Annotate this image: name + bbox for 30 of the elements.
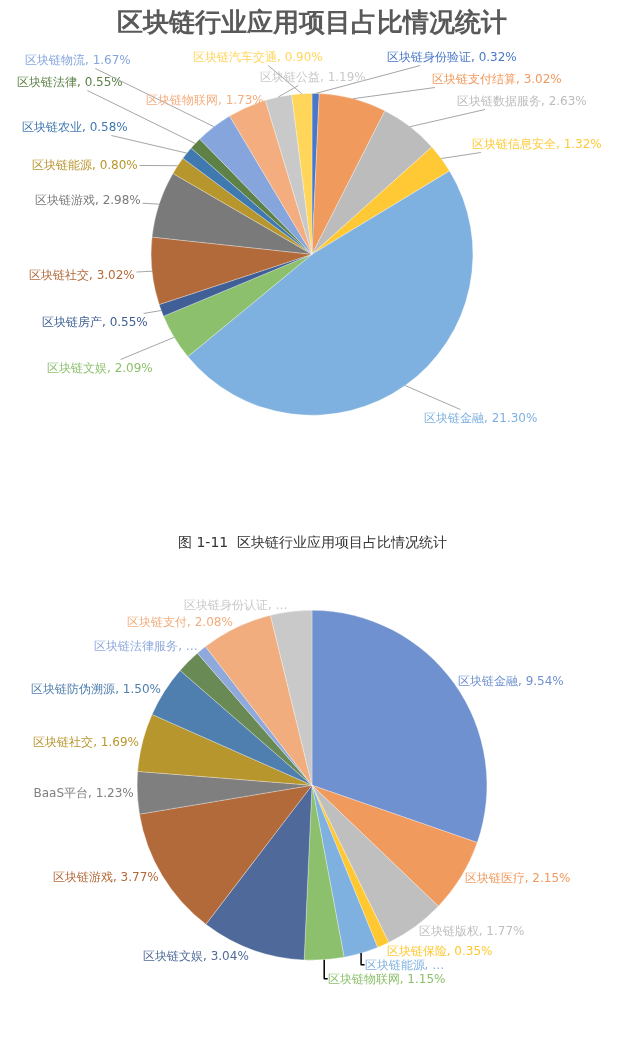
caption: 图 1-11 区块链行业应用项目占比情况统计 (178, 534, 448, 550)
slice-label: 区块链医疗, 2.15% (464, 871, 571, 886)
slice-label: 区块链游戏, 2.98% (35, 193, 141, 207)
slice-label: 区块链能源, … (364, 957, 445, 972)
slice-label: 区块链汽车交通, 0.90% (193, 50, 323, 64)
slice-label: 区块链数据服务, 2.63% (457, 94, 587, 108)
slice-label: 区块链文娱, 2.09% (47, 361, 153, 375)
slice-label: 区块链农业, 0.58% (22, 120, 128, 134)
slice-label: 区块链物流, 1.67% (25, 53, 131, 67)
slice-label: 区块链金融, 21.30% (424, 411, 538, 425)
slice-label: 区块链防伪溯源, 1.50% (31, 682, 161, 697)
slice-label: 区块链保险, 0.35% (386, 943, 493, 958)
slice-label: 区块链能源, 0.80% (32, 158, 138, 172)
slice-label: 区块链法律服务, … (94, 638, 198, 653)
slice-label: 区块链版权, 1.77% (418, 924, 525, 939)
slice-label: 区块链社交, 3.02% (29, 268, 135, 282)
chart-title: 区块链行业应用项目占比情况统计 (117, 7, 507, 37)
slice-label: 区块链游戏, 3.77% (52, 870, 159, 885)
slice-label: 区块链支付结算, 3.02% (432, 72, 562, 86)
slice-label: 区块链物联网, 1.73% (146, 93, 264, 107)
slice-label: 区块链金融, 9.54% (458, 674, 564, 689)
slice-label: 区块链物联网, 1.15% (327, 971, 446, 986)
slice-label: 区块链信息安全, 1.32% (472, 137, 602, 151)
slice-label: 区块链支付, 2.08% (127, 614, 233, 629)
slice-label: 区块链文娱, 3.04% (143, 948, 249, 963)
slice-label: 区块链房产, 0.55% (42, 315, 148, 329)
slice-label: 区块链社交, 1.69% (33, 734, 139, 749)
slice-label: 区块链身份验证, 0.32% (387, 50, 517, 64)
slice-label: 区块链法律, 0.55% (17, 75, 123, 89)
slice-label: BaaS平台, 1.23% (33, 785, 134, 800)
